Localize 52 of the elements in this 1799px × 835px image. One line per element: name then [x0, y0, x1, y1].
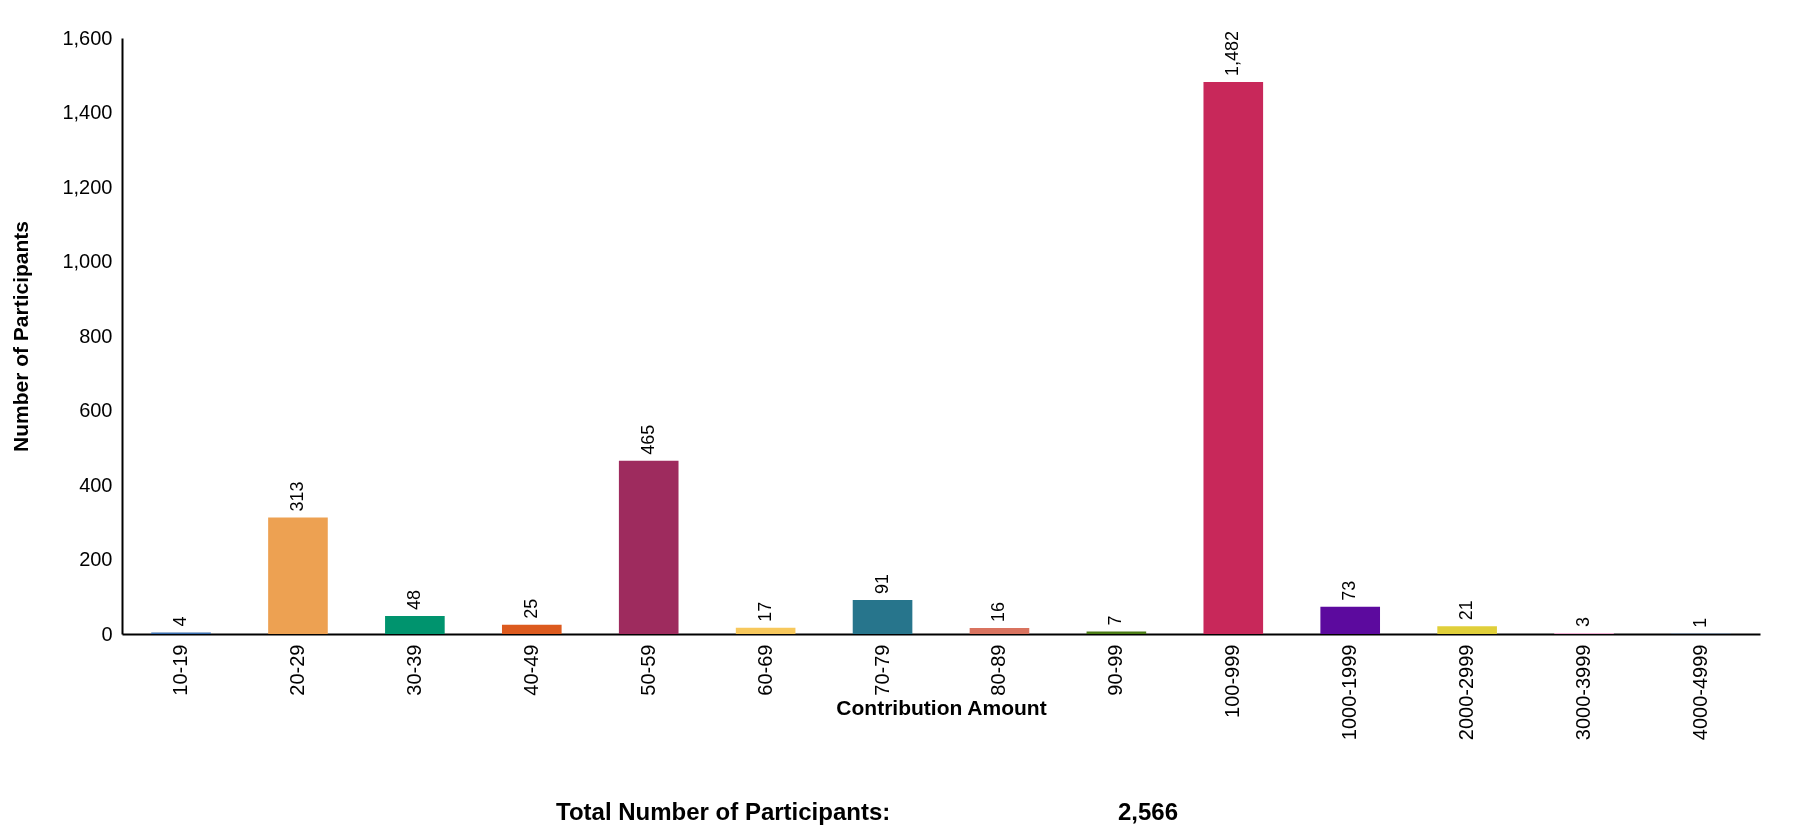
x-tick-label: 4000-4999	[1688, 644, 1711, 741]
bar	[618, 460, 679, 634]
bar	[1086, 631, 1147, 634]
y-tick-label: 1,000	[62, 250, 113, 272]
y-tick-label: 0	[101, 622, 113, 645]
data-label: 17	[754, 601, 775, 622]
y-tick-label: 600	[79, 399, 113, 421]
bar	[1203, 81, 1264, 634]
data-label: 313	[286, 481, 307, 512]
x-tick-label: 40-49	[519, 644, 542, 696]
data-label: 7	[1105, 615, 1126, 626]
data-label: 4	[170, 616, 191, 627]
y-tick-label: 1,400	[62, 101, 113, 123]
y-tick-label: 1,200	[62, 175, 113, 198]
x-tick-label: 20-29	[285, 644, 308, 696]
y-tick-label: 200	[79, 548, 113, 570]
y-tick-label: 400	[79, 473, 113, 496]
data-label: 1,482	[1222, 30, 1243, 76]
data-label: 21	[1456, 600, 1477, 621]
bar	[1437, 626, 1497, 634]
data-label: 465	[637, 424, 658, 455]
text: Total Number of Participants:	[556, 798, 891, 826]
bar	[735, 627, 796, 634]
data-label: 1	[1689, 617, 1710, 628]
x-axis-title: Contribution Amount	[836, 696, 1047, 720]
x-tick-label: 80-89	[987, 644, 1010, 696]
data-label: 25	[520, 598, 541, 619]
x-tick-label: 60-69	[753, 644, 776, 696]
x-tick-label: 1000-1999	[1338, 644, 1361, 741]
bar	[268, 517, 328, 634]
data-label: 48	[403, 590, 424, 611]
x-tick-label: 2000-2999	[1455, 644, 1478, 741]
x-tick-label: 100-999	[1221, 644, 1244, 718]
bar	[852, 600, 913, 634]
y-tick-label: 800	[79, 324, 113, 347]
bar	[969, 628, 1030, 634]
text: 2,566	[1118, 798, 1179, 826]
x-tick-label: 90-99	[1104, 644, 1127, 696]
data-label: 16	[988, 602, 1009, 623]
x-tick-label: 3000-3999	[1572, 644, 1595, 741]
bar	[501, 624, 562, 634]
x-tick-label: 10-19	[169, 644, 192, 696]
x-tick-label: 50-59	[636, 644, 659, 696]
bar	[1320, 606, 1381, 634]
x-tick-label: 30-39	[402, 644, 425, 696]
y-tick-label: 1,600	[62, 26, 113, 49]
x-tick-label: 70-79	[870, 644, 893, 696]
y-axis-title: Number of Participants	[9, 220, 33, 453]
data-label: 91	[871, 574, 892, 595]
bar	[385, 616, 445, 634]
data-label: 73	[1339, 580, 1360, 601]
data-label: 3	[1573, 616, 1594, 627]
